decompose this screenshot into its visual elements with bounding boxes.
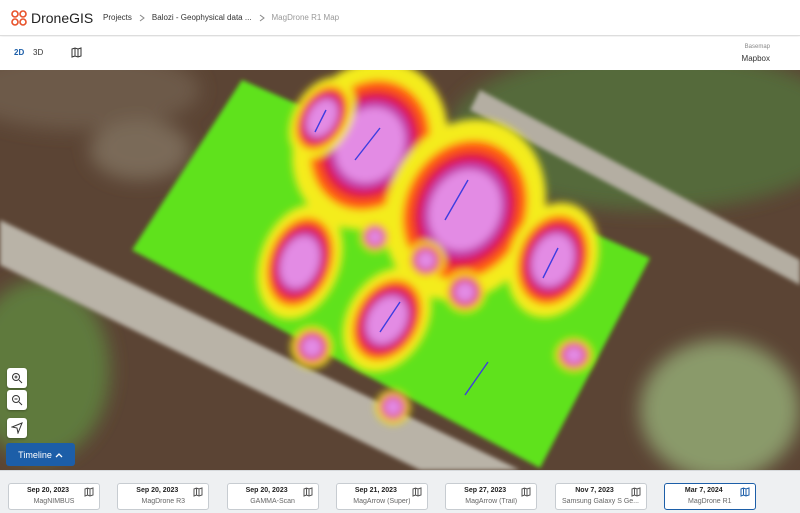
breadcrumb: MagDrone R1 Map: [271, 13, 340, 22]
locate[interactable]: [7, 418, 27, 438]
map-icon: [631, 487, 640, 497]
card-date: Sep 21, 2023: [354, 487, 397, 494]
map-icon[interactable]: [71, 47, 82, 58]
logo-icon: [11, 9, 27, 26]
timeline-card[interactable]: Mar 7, 2024 MagDrone R1: [663, 483, 756, 510]
map-icon: [412, 487, 422, 497]
card-name: MagDrone R3: [141, 498, 186, 505]
timeline-card[interactable]: Sep 21, 2023 MagArrow (Super): [335, 483, 428, 510]
anomaly: [428, 169, 502, 251]
anomaly: [301, 336, 323, 358]
anomaly: [532, 234, 574, 286]
logo[interactable]: DroneGIS: [10, 10, 103, 26]
card-name: MagNIMBUS: [33, 498, 75, 505]
card-name: GAMMA-Scan: [250, 498, 295, 505]
anomaly: [564, 346, 584, 364]
timeline-card[interactable]: Nov 7, 2023 Samsung Galaxy S Ge...: [554, 483, 647, 510]
chevron: [259, 14, 265, 21]
map-icon: [303, 487, 313, 497]
breadcrumb[interactable]: Projects: [103, 13, 132, 22]
map-icon: [84, 487, 94, 497]
timeline-card[interactable]: Sep 20, 2023 GAMMA-Scan: [226, 483, 319, 510]
icon: [11, 422, 23, 434]
map[interactable]: [0, 70, 800, 470]
icon: [12, 395, 23, 406]
header: DroneGIS Projects Balozi - Geophysical d…: [0, 0, 800, 36]
card-date: Sep 20, 2023: [136, 487, 179, 494]
anomaly: [280, 236, 320, 288]
logo-text: DroneGIS: [31, 9, 94, 26]
view-3d[interactable]: 3D: [33, 48, 44, 57]
icon: [12, 373, 23, 384]
card-name: MagArrow (Super): [353, 498, 411, 505]
card-name: MagDrone R1: [688, 498, 732, 505]
timeline-card[interactable]: Sep 20, 2023 MagNIMBUS: [8, 483, 100, 510]
card-date: Sep 20, 2023: [245, 487, 288, 494]
breadcrumb[interactable]: Balozi - Geophysical data ...: [151, 13, 252, 22]
toolbar: 2D 3D Basemap Mapbox: [0, 37, 800, 70]
timeline-button-label: Timeline: [18, 449, 52, 460]
card-date: Sep 27, 2023: [464, 487, 507, 494]
basemap-label: Basemap: [744, 44, 770, 50]
timeline-card[interactable]: Sep 20, 2023 MagDrone R3: [117, 483, 210, 510]
anomaly: [367, 229, 383, 245]
card-date: Sep 20, 2023: [26, 487, 70, 494]
caret: [55, 452, 63, 457]
chevron: [139, 14, 145, 21]
timeline: Sep 20, 2023 MagNIMBUS Sep 20, 2023 MagDron…: [0, 470, 800, 513]
anomaly: [416, 250, 436, 270]
basemap-value[interactable]: Mapbox: [741, 54, 770, 63]
timeline-card[interactable]: Sep 27, 2023 MagArrow (Trail): [445, 483, 538, 510]
anomaly: [335, 107, 405, 183]
anomaly: [384, 398, 402, 416]
zoom-in[interactable]: [7, 368, 27, 388]
map-canvas: [0, 70, 800, 470]
zoom-out[interactable]: [7, 390, 27, 410]
timeline-button[interactable]: Timeline: [6, 443, 75, 466]
card-date: Mar 7, 2024: [684, 487, 723, 494]
anomaly: [366, 296, 408, 344]
anomaly: [454, 281, 476, 303]
card-name: Samsung Galaxy S Ge...: [561, 498, 640, 505]
map-icon: [521, 487, 531, 497]
card-name: MagArrow (Trail): [465, 498, 518, 505]
card-date: Nov 7, 2023: [575, 487, 614, 494]
map-icon: [740, 487, 750, 497]
view-2d[interactable]: 2D: [14, 48, 25, 57]
map-icon: [193, 487, 203, 497]
